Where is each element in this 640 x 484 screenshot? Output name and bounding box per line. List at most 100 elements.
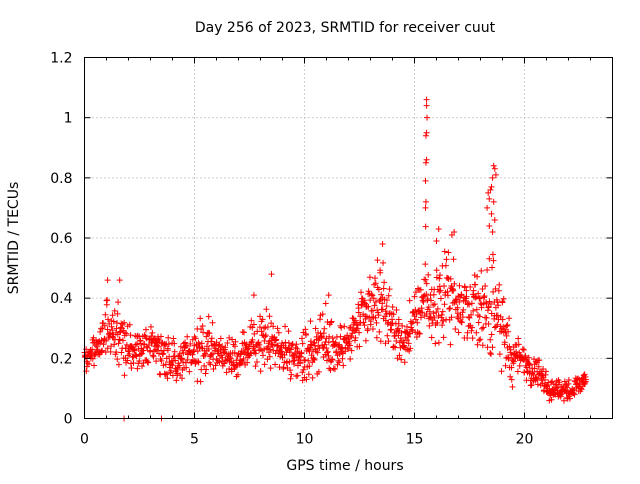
data-point bbox=[340, 362, 347, 369]
data-point bbox=[234, 371, 241, 378]
data-point bbox=[249, 336, 256, 343]
data-point bbox=[434, 305, 441, 312]
data-point bbox=[377, 269, 384, 276]
data-point bbox=[103, 337, 110, 344]
data-point bbox=[176, 362, 183, 369]
data-point bbox=[126, 350, 133, 357]
data-point bbox=[367, 318, 374, 325]
data-point bbox=[373, 319, 380, 326]
data-point bbox=[324, 349, 331, 356]
data-point bbox=[287, 367, 294, 374]
data-point bbox=[428, 297, 435, 304]
data-point bbox=[282, 323, 289, 330]
data-point bbox=[156, 337, 163, 344]
data-point bbox=[355, 309, 362, 316]
data-point bbox=[169, 362, 176, 369]
data-point bbox=[470, 307, 477, 314]
data-point bbox=[328, 318, 335, 325]
data-point bbox=[565, 380, 572, 387]
data-point bbox=[346, 342, 353, 349]
data-point bbox=[113, 325, 120, 332]
data-point bbox=[133, 353, 140, 360]
data-point bbox=[564, 384, 571, 391]
scatter-series bbox=[81, 96, 589, 422]
data-point bbox=[432, 340, 439, 347]
data-point bbox=[433, 267, 440, 274]
data-point-spike bbox=[422, 198, 429, 205]
data-point bbox=[319, 311, 326, 318]
data-point bbox=[404, 346, 411, 353]
data-point bbox=[200, 352, 207, 359]
data-point bbox=[305, 357, 312, 364]
data-point bbox=[334, 342, 341, 349]
data-point bbox=[481, 292, 488, 299]
data-point bbox=[123, 330, 130, 337]
data-point bbox=[571, 391, 578, 398]
data-point-spike bbox=[422, 177, 429, 184]
data-point bbox=[316, 316, 323, 323]
data-point bbox=[506, 343, 513, 350]
data-point bbox=[529, 370, 536, 377]
data-point bbox=[297, 360, 304, 367]
data-point bbox=[508, 376, 515, 383]
data-point bbox=[286, 349, 293, 356]
data-point bbox=[329, 335, 336, 342]
data-point bbox=[436, 275, 443, 282]
data-point bbox=[107, 348, 114, 355]
data-point bbox=[382, 308, 389, 315]
data-point bbox=[536, 357, 543, 364]
data-point bbox=[540, 388, 547, 395]
data-point bbox=[231, 349, 238, 356]
data-point bbox=[403, 337, 410, 344]
data-point bbox=[290, 357, 297, 364]
data-point bbox=[400, 339, 407, 346]
data-point-spike bbox=[250, 292, 257, 299]
data-point bbox=[503, 332, 510, 339]
y-tick-label: 0.2 bbox=[50, 351, 72, 367]
data-point bbox=[263, 306, 270, 313]
data-point bbox=[438, 311, 445, 318]
data-point bbox=[456, 282, 463, 289]
data-point bbox=[118, 349, 125, 356]
data-point bbox=[200, 329, 207, 336]
data-point bbox=[137, 337, 144, 344]
data-point bbox=[422, 261, 429, 268]
data-point bbox=[522, 352, 529, 359]
data-point bbox=[255, 339, 262, 346]
data-point bbox=[439, 322, 446, 329]
data-point bbox=[466, 301, 473, 308]
data-point bbox=[476, 295, 483, 302]
data-point bbox=[104, 297, 111, 304]
data-point bbox=[170, 335, 177, 342]
data-point bbox=[395, 316, 402, 323]
data-point bbox=[371, 275, 378, 282]
data-point bbox=[97, 328, 104, 335]
data-point bbox=[505, 355, 512, 362]
data-point bbox=[232, 338, 239, 345]
data-point bbox=[101, 322, 108, 329]
data-point bbox=[368, 291, 375, 298]
data-point bbox=[477, 336, 484, 343]
data-point-spike bbox=[423, 102, 430, 109]
data-point bbox=[274, 325, 281, 332]
data-point bbox=[313, 333, 320, 340]
data-point bbox=[252, 350, 259, 357]
data-point bbox=[483, 314, 490, 321]
data-point-spike bbox=[489, 228, 496, 235]
data-point bbox=[142, 326, 149, 333]
data-point bbox=[315, 368, 322, 375]
x-axis-label: GPS time / hours bbox=[286, 458, 403, 474]
data-point bbox=[105, 316, 112, 323]
data-point bbox=[406, 347, 413, 354]
data-point bbox=[409, 319, 416, 326]
data-point bbox=[490, 257, 497, 264]
data-point bbox=[251, 330, 258, 337]
data-point bbox=[514, 368, 521, 375]
data-point bbox=[330, 365, 337, 372]
data-point bbox=[323, 345, 330, 352]
data-point bbox=[473, 329, 480, 336]
data-point bbox=[208, 338, 215, 345]
data-point bbox=[307, 318, 314, 325]
data-point bbox=[215, 342, 222, 349]
